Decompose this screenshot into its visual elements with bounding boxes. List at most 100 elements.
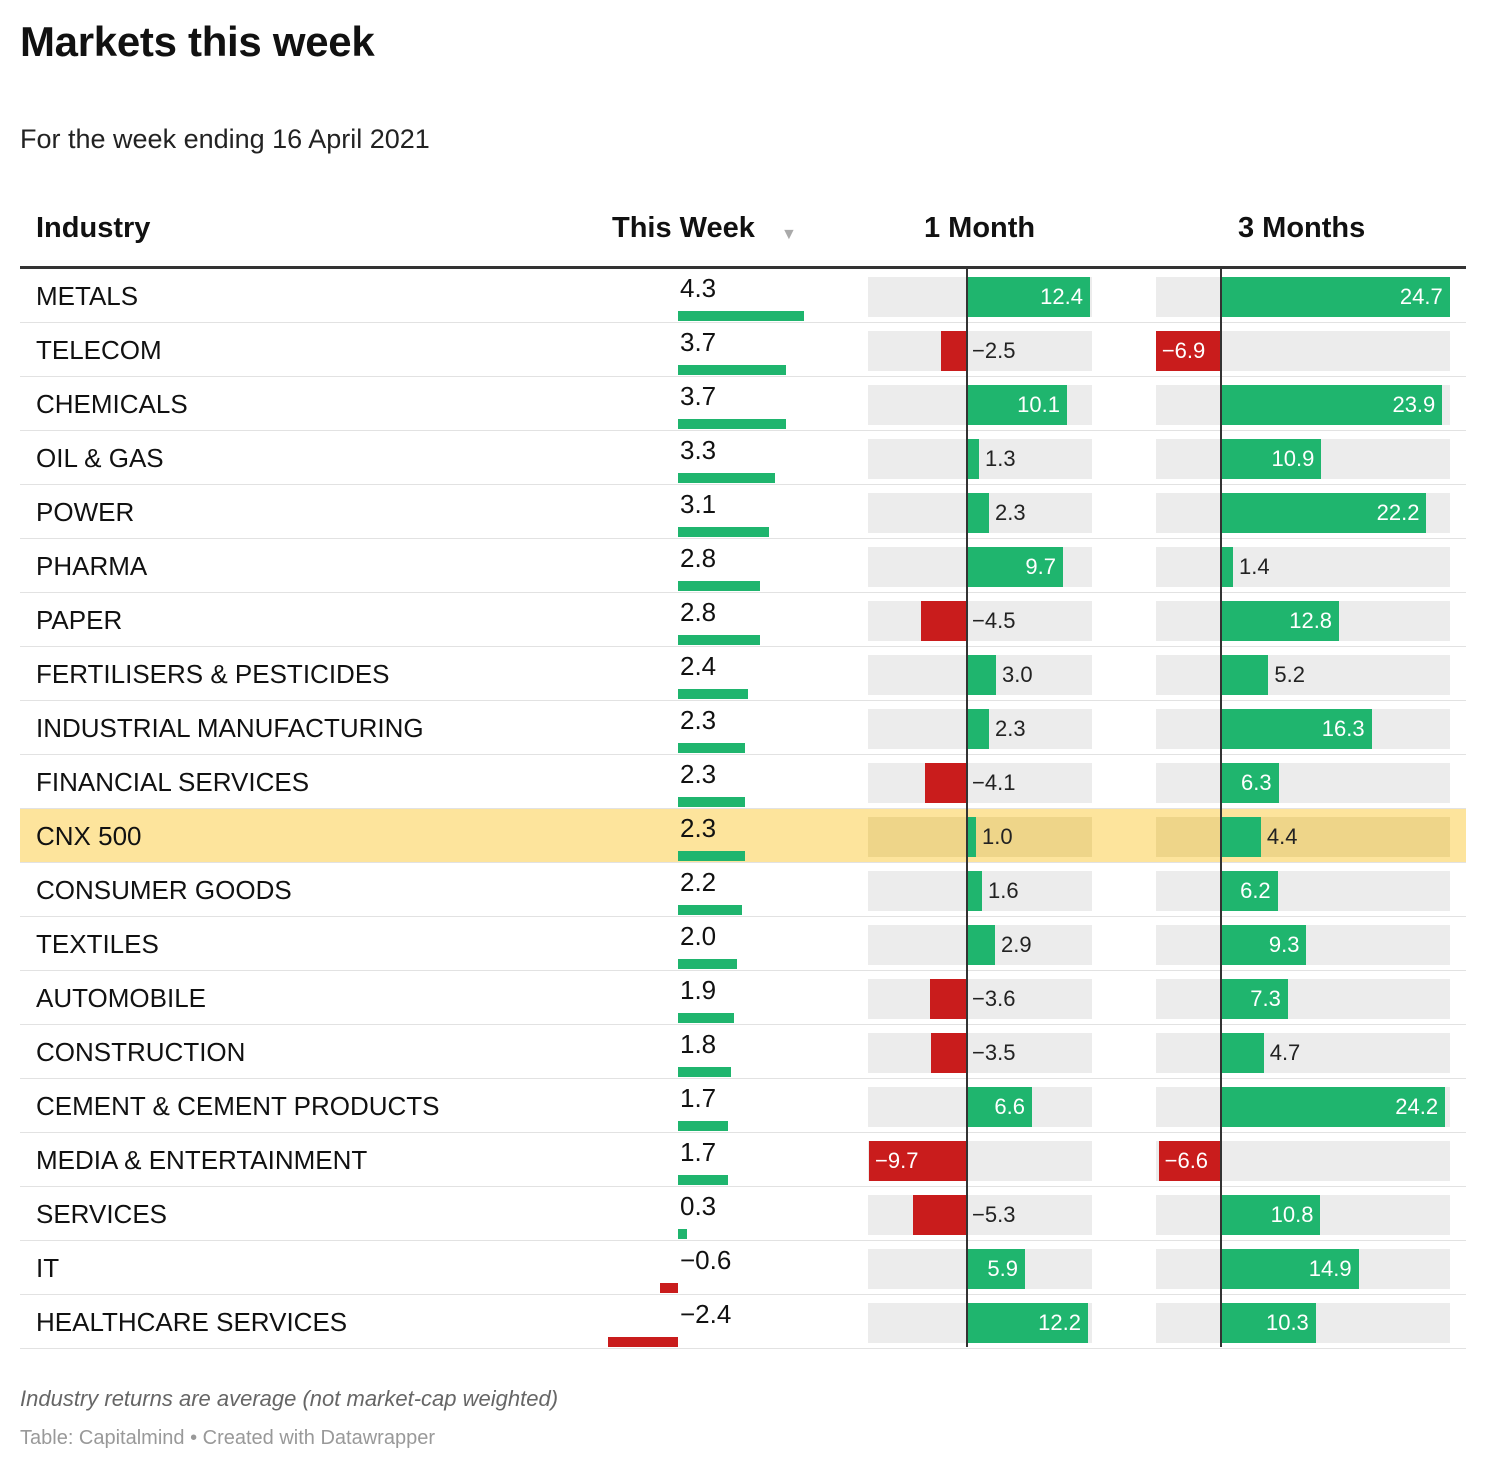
table-row[interactable]: CEMENT & CEMENT PRODUCTS 1.7 6.6 24.2 [20, 1079, 1466, 1133]
table-row[interactable]: TELECOM 3.7 −2.5 −6.9 [20, 323, 1466, 377]
1-month-bar [966, 655, 996, 695]
3-months-bar [1220, 1033, 1264, 1073]
1-month-value: −9.7 [875, 1148, 919, 1173]
1-month-bar [913, 1195, 966, 1235]
3-months-bar [1220, 871, 1278, 911]
header-3-months[interactable]: 3 Months [1238, 212, 1366, 244]
3-months-track: 10.8 [1156, 1195, 1450, 1235]
1-month-bar [966, 439, 979, 479]
1-month-value: −4.5 [972, 608, 1016, 633]
3-months-track: 1.4 [1156, 547, 1450, 587]
3-months-value: 6.3 [1241, 770, 1272, 795]
sort-descending-icon[interactable]: ▼ [781, 226, 797, 243]
table-row[interactable]: IT −0.6 5.9 14.9 [20, 1241, 1466, 1295]
this-week-value: 1.9 [680, 975, 717, 1005]
table-row[interactable]: CHEMICALS 3.7 10.1 23.9 [20, 377, 1466, 431]
chart-source: Table: Capitalmind • Created with Datawr… [20, 1427, 435, 1449]
table-row[interactable]: PAPER 2.8 −4.5 12.8 [20, 593, 1466, 647]
1-month-value: 2.3 [995, 500, 1026, 525]
table-row[interactable]: INDUSTRIAL MANUFACTURING 2.3 2.3 16.3 [20, 701, 1466, 755]
this-week-bar [660, 1283, 678, 1293]
table-row[interactable]: MEDIA & ENTERTAINMENT 1.7 −9.7 −6.6 [20, 1133, 1466, 1187]
1-month-bar [966, 1087, 1032, 1127]
this-week-bar [678, 527, 769, 537]
1-month-value: 1.0 [982, 824, 1013, 849]
table-body: METALS 4.3 12.4 24.7 TELECOM 3.7 −2.5 −6.9 CHEMI… [20, 269, 1466, 1349]
header-this-week[interactable]: This Week [612, 212, 755, 244]
this-week-bar [678, 797, 746, 807]
1-month-value: 1.6 [988, 878, 1019, 903]
industry-name: IT [36, 1253, 60, 1283]
table-row[interactable]: AUTOMOBILE 1.9 −3.6 7.3 [20, 971, 1466, 1025]
header-1-month[interactable]: 1 Month [924, 212, 1036, 244]
3-months-track: 14.9 [1156, 1249, 1450, 1289]
1-month-track: 12.4 [868, 277, 1092, 317]
3-months-value: 16.3 [1321, 716, 1365, 741]
header-industry[interactable]: Industry [36, 212, 151, 244]
3-months-track: 24.7 [1156, 277, 1450, 317]
table-row[interactable]: SERVICES 0.3 −5.3 10.8 [20, 1187, 1466, 1241]
this-week-bar [678, 311, 804, 321]
this-week-value: 1.7 [680, 1083, 717, 1113]
3-months-value: 23.9 [1392, 392, 1436, 417]
industry-name: CONSTRUCTION [36, 1037, 246, 1067]
3-months-value: 7.3 [1250, 986, 1281, 1011]
this-week-value: 2.8 [680, 597, 717, 627]
table-row[interactable]: PHARMA 2.8 9.7 1.4 [20, 539, 1466, 593]
table-row[interactable]: METALS 4.3 12.4 24.7 [20, 269, 1466, 323]
1-month-bar [869, 1141, 966, 1181]
this-week-value: −0.6 [680, 1245, 732, 1275]
table-row[interactable]: CNX 500 2.3 1.0 4.4 [20, 809, 1466, 863]
1-month-value: −3.6 [972, 986, 1016, 1011]
3-months-track: 6.3 [1156, 763, 1450, 803]
industry-name: FINANCIAL SERVICES [36, 767, 310, 797]
1-month-track: 1.3 [868, 439, 1092, 479]
table-row[interactable]: HEALTHCARE SERVICES −2.4 12.2 10.3 [20, 1295, 1466, 1349]
table-row[interactable]: OIL & GAS 3.3 1.3 10.9 [20, 431, 1466, 485]
3-months-value: 12.8 [1289, 608, 1333, 633]
table-row[interactable]: FINANCIAL SERVICES 2.3 −4.1 6.3 [20, 755, 1466, 809]
1-month-bar [966, 1249, 1025, 1289]
this-week-value: 1.8 [680, 1029, 717, 1059]
3-months-bar [1220, 925, 1307, 965]
1-month-track: 2.9 [868, 925, 1092, 965]
1-month-value: 6.6 [994, 1094, 1025, 1119]
1-month-bar [941, 331, 966, 371]
3-months-track: 6.2 [1156, 871, 1450, 911]
3-months-track: 10.3 [1156, 1303, 1450, 1343]
3-months-track: 10.9 [1156, 439, 1450, 479]
3-months-track: −6.9 [1155, 331, 1450, 371]
this-week-value: 2.3 [680, 705, 717, 735]
3-months-bar [1220, 277, 1450, 317]
3-months-value: 14.9 [1308, 1256, 1352, 1281]
table-row[interactable]: FERTILISERS & PESTICIDES 2.4 3.0 5.2 [20, 647, 1466, 701]
3-months-bar [1220, 601, 1340, 641]
this-week-bar [678, 1067, 731, 1077]
chart-notes: Industry returns are average (not market… [20, 1386, 559, 1411]
this-week-value: 3.3 [680, 435, 717, 465]
table-row[interactable]: POWER 3.1 2.3 22.2 [20, 485, 1466, 539]
3-months-track: 22.2 [1156, 493, 1450, 533]
industry-name: MEDIA & ENTERTAINMENT [36, 1145, 368, 1175]
3-months-zero-axis [1220, 269, 1222, 1347]
3-months-value: 6.2 [1240, 878, 1271, 903]
this-week-bar [678, 473, 775, 483]
industry-name: FERTILISERS & PESTICIDES [36, 659, 390, 689]
this-week-bar [678, 419, 787, 429]
3-months-value: −6.6 [1164, 1148, 1209, 1173]
industry-name: SERVICES [36, 1199, 168, 1229]
3-months-value: 9.3 [1268, 932, 1300, 957]
3-months-bar [1220, 709, 1372, 749]
3-months-track: 4.7 [1156, 1033, 1450, 1073]
1-month-bar [966, 709, 989, 749]
table-row[interactable]: TEXTILES 2.0 2.9 9.3 [20, 917, 1466, 971]
this-week-value: 2.4 [680, 651, 717, 681]
3-months-track: 23.9 [1156, 385, 1450, 425]
1-month-value: 2.9 [1001, 932, 1032, 957]
table-row[interactable]: CONSUMER GOODS 2.2 1.6 6.2 [20, 863, 1466, 917]
this-week-value: 2.3 [680, 813, 717, 843]
1-month-value: 12.4 [1040, 284, 1083, 309]
table-row[interactable]: CONSTRUCTION 1.8 −3.5 4.7 [20, 1025, 1466, 1079]
industry-name: CHEMICALS [36, 389, 188, 419]
1-month-bar [966, 547, 1063, 587]
